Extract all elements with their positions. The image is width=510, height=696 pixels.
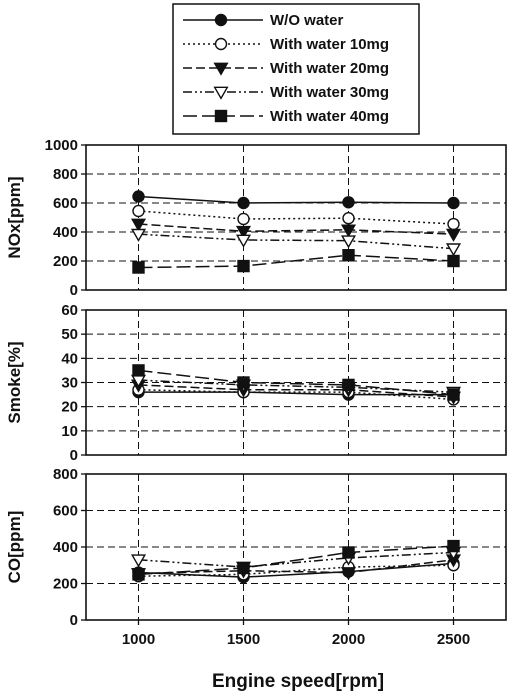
series [132, 539, 460, 581]
data-point [340, 567, 357, 581]
data-point [132, 261, 145, 274]
series [132, 364, 460, 401]
series [130, 228, 462, 257]
data-point [235, 225, 252, 240]
y-tick-label: 400 [53, 539, 78, 556]
series-line [138, 551, 454, 568]
data-point [130, 218, 147, 232]
data-point [132, 364, 145, 377]
x-axis-label: Engine speed[rpm] [212, 671, 384, 692]
legend-marker [213, 62, 229, 76]
data-point [237, 196, 250, 210]
y-tick-label: 60 [61, 302, 78, 319]
y-tick-label: 20 [61, 399, 78, 416]
y-tick-label: 200 [53, 253, 78, 270]
data-point [342, 196, 355, 209]
series-line [138, 195, 454, 204]
data-point [237, 561, 250, 575]
data-point [447, 388, 460, 401]
y-tick-label: 200 [53, 576, 78, 593]
series [132, 190, 460, 210]
y-tick-label: 0 [70, 447, 78, 464]
data-point [130, 228, 147, 242]
data-point [237, 212, 250, 226]
data-point [342, 546, 355, 559]
y-axis-label: NOx[ppm] [5, 176, 24, 258]
legend-box [172, 3, 420, 135]
x-tick-label: 1500 [227, 631, 260, 648]
series-line [138, 233, 454, 250]
panel: 0 200 400 600 800 1000 NOx[ppm] [5, 137, 507, 299]
data-point [235, 234, 252, 248]
series-line [138, 210, 454, 225]
data-point [340, 235, 357, 249]
plot-frame [85, 309, 507, 456]
data-point [447, 196, 460, 210]
y-axis-label: CO[ppm] [5, 511, 24, 584]
data-point [132, 204, 145, 218]
panel: 0 10 20 30 40 50 60 Smoke[%] [5, 302, 507, 464]
series-line [138, 559, 454, 575]
legend-label: With water 30mg [270, 84, 389, 101]
data-point [130, 554, 147, 568]
y-tick-label: 40 [61, 350, 78, 367]
series-line [138, 391, 454, 396]
legend-marker [214, 37, 228, 51]
y-tick-label: 800 [53, 466, 78, 483]
series-line [138, 545, 454, 576]
series [132, 557, 460, 584]
x-axis-ticks: 1000 1500 2000 2500 [122, 631, 470, 648]
series-line [138, 369, 454, 396]
y-tick-label: 50 [61, 326, 78, 343]
chart-panels: 0 200 400 600 800 1000 NOx[ppm] 0 10 20 30 40 50 60 Sm… [5, 137, 507, 629]
legend-label: W/O water [270, 12, 344, 29]
y-tick-label: 400 [53, 224, 78, 241]
series [132, 204, 460, 231]
panel: 0 200 400 600 800 CO[ppm] [5, 466, 507, 629]
y-tick-label: 0 [70, 282, 78, 299]
data-point [342, 378, 355, 392]
data-point [340, 224, 357, 238]
series-line [138, 379, 454, 393]
legend-marker [214, 109, 228, 123]
x-tick-label: 1000 [122, 631, 155, 648]
y-tick-label: 0 [70, 612, 78, 629]
legend-label: With water 40mg [270, 108, 389, 125]
data-point [342, 212, 355, 225]
y-tick-label: 600 [53, 503, 78, 520]
series [130, 218, 462, 242]
data-point [237, 376, 250, 389]
legend-label: With water 20mg [270, 60, 389, 77]
y-tick-label: 600 [53, 195, 78, 212]
x-tick-label: 2000 [332, 631, 365, 648]
data-point [447, 254, 460, 268]
x-tick-label: 2500 [437, 631, 470, 648]
data-point [447, 539, 460, 553]
series-line [138, 562, 454, 578]
series-line [138, 223, 454, 235]
legend-marker [214, 13, 228, 27]
y-tick-label: 10 [61, 423, 78, 440]
series [132, 248, 460, 274]
legend-marker [213, 86, 229, 100]
y-tick-label: 1000 [45, 137, 78, 154]
y-axis-label: Smoke[%] [5, 341, 24, 423]
y-tick-label: 30 [61, 375, 78, 392]
y-tick-label: 800 [53, 166, 78, 183]
data-point [237, 259, 250, 273]
plot-frame [85, 144, 507, 291]
series-line [138, 384, 454, 398]
data-point [447, 217, 460, 231]
data-point [342, 248, 355, 262]
data-point [445, 243, 462, 257]
series [132, 385, 460, 401]
legend-label: With water 10mg [270, 36, 389, 53]
data-point [132, 568, 145, 581]
series-line [138, 254, 454, 269]
data-point [445, 228, 462, 242]
data-point [132, 190, 145, 203]
plot-frame [85, 473, 507, 621]
legend: W/O water With water 10mg With water 20mg W… [172, 3, 420, 135]
